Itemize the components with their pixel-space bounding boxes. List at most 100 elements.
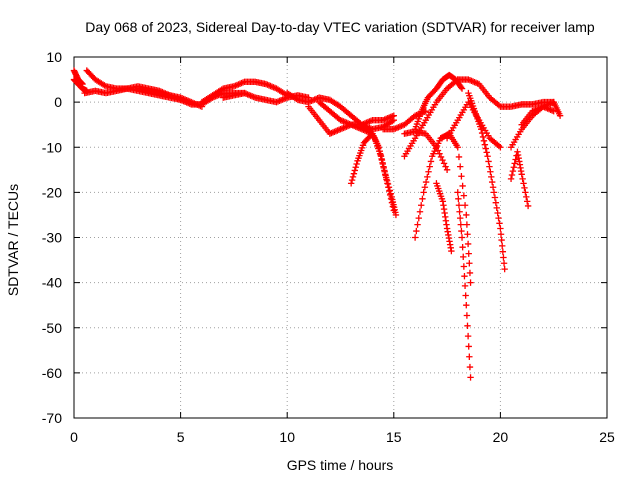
data-point xyxy=(488,173,495,181)
data-point xyxy=(484,153,491,160)
chart-title: Day 068 of 2023, Sidereal Day-to-day VTE… xyxy=(85,19,595,35)
data-point xyxy=(510,164,518,171)
data-point xyxy=(353,160,360,168)
data-point xyxy=(386,191,394,199)
data-point xyxy=(496,220,503,227)
data-point xyxy=(456,163,464,170)
data-point xyxy=(413,227,420,235)
data-point xyxy=(455,153,463,161)
data-point xyxy=(378,156,386,164)
data-point xyxy=(460,263,468,270)
data-point xyxy=(421,184,429,191)
data-point xyxy=(522,189,529,196)
data-point xyxy=(383,176,390,183)
data-point xyxy=(415,214,422,222)
data-point xyxy=(464,231,471,238)
data-point xyxy=(454,144,461,151)
data-point xyxy=(457,221,465,228)
data-point xyxy=(519,175,526,183)
data-point xyxy=(379,160,387,168)
data-point xyxy=(349,173,357,181)
y-tick-label: -70 xyxy=(42,410,62,426)
data-point xyxy=(424,173,431,181)
data-point xyxy=(465,343,472,350)
data-point xyxy=(463,301,470,309)
data-point xyxy=(425,168,432,175)
data-point xyxy=(437,153,445,161)
data-point xyxy=(556,112,564,119)
data-point xyxy=(436,150,443,157)
data-point xyxy=(461,272,468,280)
x-ticks: 0 5 10 15 20 25 xyxy=(70,57,615,445)
x-tick-label: 0 xyxy=(70,429,78,445)
y-tick-label: -20 xyxy=(42,184,62,200)
data-point xyxy=(388,199,396,206)
data-point xyxy=(497,225,504,232)
data-point xyxy=(455,202,463,209)
series-arc-12 xyxy=(358,121,397,214)
data-point xyxy=(499,242,506,250)
data-point xyxy=(463,312,471,319)
data-point xyxy=(384,180,391,187)
series-arc-17 xyxy=(411,130,474,286)
y-tick-label: -50 xyxy=(42,320,62,336)
data-point xyxy=(442,163,449,170)
series-arc-22 xyxy=(443,98,504,151)
data-point xyxy=(440,160,448,167)
data-point xyxy=(392,211,400,219)
data-point xyxy=(460,192,468,199)
data-point xyxy=(458,227,465,235)
data-point xyxy=(439,156,446,164)
data-point xyxy=(481,141,489,148)
data-point xyxy=(521,184,528,192)
data-point xyxy=(524,202,532,210)
data-point xyxy=(490,189,498,196)
data-point xyxy=(500,260,508,267)
data-point xyxy=(456,208,463,215)
data-point xyxy=(458,85,466,92)
series-arc-24 xyxy=(507,148,532,210)
data-point xyxy=(460,253,467,261)
data-point xyxy=(414,221,421,228)
data-point xyxy=(461,202,469,209)
x-tick-label: 5 xyxy=(177,429,185,445)
data-point xyxy=(524,198,531,205)
data-point xyxy=(380,164,387,172)
data-point xyxy=(463,221,471,228)
data-point xyxy=(426,163,433,170)
x-tick-label: 25 xyxy=(599,429,615,445)
data-point xyxy=(350,170,358,177)
data-point xyxy=(389,203,397,210)
data-point xyxy=(467,279,474,286)
x-tick-label: 10 xyxy=(279,429,295,445)
data-point xyxy=(351,167,359,174)
data-point xyxy=(455,195,462,203)
series-arc-7 xyxy=(220,89,312,106)
data-point xyxy=(498,236,505,244)
data-point xyxy=(416,208,424,215)
y-tick-label: -10 xyxy=(42,139,62,155)
data-point xyxy=(348,176,356,184)
data-points xyxy=(70,67,564,381)
data-point xyxy=(418,202,425,209)
data-point xyxy=(508,171,516,179)
data-point xyxy=(523,193,530,201)
data-point xyxy=(382,172,389,179)
data-point xyxy=(387,195,395,203)
data-point xyxy=(497,144,504,151)
data-point xyxy=(489,184,497,191)
data-point xyxy=(497,231,505,238)
data-point xyxy=(511,160,518,167)
data-point xyxy=(482,145,489,152)
data-point xyxy=(386,187,393,195)
data-point xyxy=(486,163,493,170)
data-point xyxy=(479,133,487,141)
y-axis-label: SDTVAR / TECUs xyxy=(5,184,21,296)
data-point xyxy=(467,374,474,381)
data-point xyxy=(422,178,430,186)
data-point xyxy=(495,214,502,222)
series-arc-16 xyxy=(401,128,451,174)
y-tick-label: -40 xyxy=(42,275,62,291)
